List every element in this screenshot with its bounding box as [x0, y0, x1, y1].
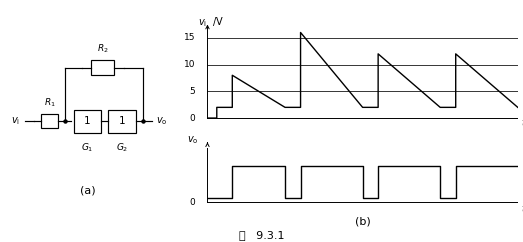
Text: $v_{\rm o}$: $v_{\rm o}$	[187, 135, 198, 146]
Text: 1: 1	[119, 116, 126, 126]
Text: (a): (a)	[79, 185, 95, 195]
FancyBboxPatch shape	[74, 110, 101, 133]
Text: $v_{\rm i}$: $v_{\rm i}$	[10, 115, 20, 127]
Text: (b): (b)	[355, 217, 370, 227]
Text: 5: 5	[189, 87, 195, 96]
FancyBboxPatch shape	[41, 114, 59, 129]
Text: $G_1$: $G_1$	[81, 141, 94, 154]
Text: $R_1$: $R_1$	[44, 96, 56, 109]
Text: $v_{\rm i}$  /V: $v_{\rm i}$ /V	[198, 15, 224, 29]
Text: 图   9.3.1: 图 9.3.1	[239, 230, 284, 240]
Text: 0: 0	[189, 113, 195, 122]
Text: $t$: $t$	[521, 116, 523, 128]
Text: $v_{\rm o}$: $v_{\rm o}$	[156, 115, 167, 127]
Text: $G_2$: $G_2$	[116, 141, 128, 154]
Text: 0: 0	[189, 197, 195, 207]
Text: 15: 15	[184, 33, 195, 42]
FancyBboxPatch shape	[92, 60, 115, 75]
Text: $t$: $t$	[521, 202, 523, 213]
FancyBboxPatch shape	[108, 110, 136, 133]
Text: 1: 1	[84, 116, 90, 126]
Text: 10: 10	[184, 60, 195, 69]
Text: $R_2$: $R_2$	[97, 43, 109, 55]
